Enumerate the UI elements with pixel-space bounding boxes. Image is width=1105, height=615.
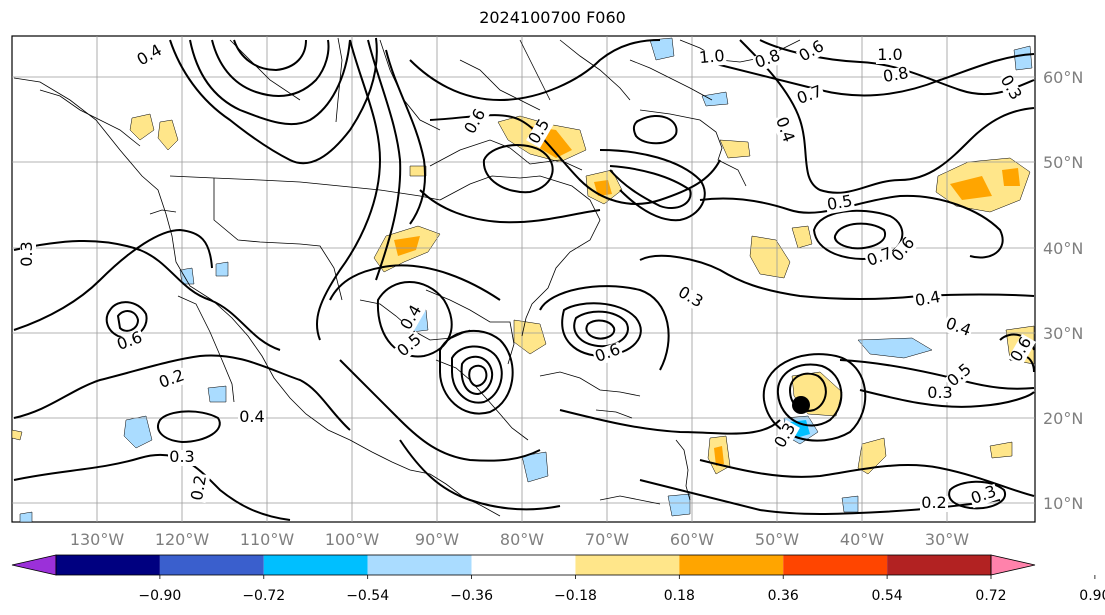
colorbar-swatch xyxy=(471,555,576,575)
coastlines xyxy=(13,37,801,517)
cyclone-center-marker xyxy=(792,396,810,414)
contour-label: 0.3 xyxy=(169,447,194,466)
contour-label: 0.4 xyxy=(239,407,264,426)
latitude-labels: 60°N 50°N 40°N 30°N 20°N 10°N xyxy=(1043,68,1083,513)
lon-label: 70°W xyxy=(585,530,629,549)
colorbar-tick-label: 0.18 xyxy=(664,588,695,604)
lat-label: 50°N xyxy=(1043,153,1083,172)
lon-label: 110°W xyxy=(240,530,295,549)
colorbar-swatch xyxy=(679,555,784,575)
contour-label: 0.2 xyxy=(921,493,946,512)
lat-label: 10°N xyxy=(1043,494,1083,513)
colorbar-tick-label: −0.18 xyxy=(554,588,597,604)
colorbar xyxy=(11,554,1036,576)
contour-label: 0.8 xyxy=(882,63,910,86)
map-title: 2024100700 F060 xyxy=(479,8,626,27)
lon-label: 80°W xyxy=(500,530,544,549)
colorbar-swatch xyxy=(887,555,991,575)
colorbar-swatch xyxy=(56,555,160,575)
contour-label: 0.2 xyxy=(187,474,210,502)
lon-label: 130°W xyxy=(70,530,125,549)
lat-label: 40°N xyxy=(1043,239,1083,258)
colorbar-tick-label: 0.54 xyxy=(872,588,903,604)
lat-label: 30°N xyxy=(1043,324,1083,343)
colorbar-swatch xyxy=(159,555,264,575)
colorbar-swatch xyxy=(783,555,888,575)
lon-label: 120°W xyxy=(155,530,210,549)
lon-label: 30°W xyxy=(925,530,969,549)
lon-label: 50°W xyxy=(755,530,799,549)
lon-label: 100°W xyxy=(325,530,380,549)
lon-label: 90°W xyxy=(415,530,459,549)
colorbar-tick-label: −0.72 xyxy=(242,588,285,604)
lon-label: 60°W xyxy=(670,530,714,549)
lat-label: 60°N xyxy=(1043,68,1083,87)
colorbar-tick-label: 0.36 xyxy=(768,588,799,604)
colorbar-max-extension xyxy=(990,554,1036,576)
contour-label: 0.3 xyxy=(927,383,952,402)
shaded-anomalies xyxy=(11,37,1035,523)
colorbar-swatch xyxy=(263,555,368,575)
colorbar-tick-label: −0.36 xyxy=(450,588,493,604)
longitude-labels: 130°W 120°W 110°W 100°W 90°W 80°W 70°W 60°W 50°W… xyxy=(70,530,969,549)
colorbar-tick-label: 0.72 xyxy=(975,588,1006,604)
colorbar-outline xyxy=(55,554,992,576)
colorbar-tick-labels: −0.90 −0.72 −0.54 −0.36 −0.18 0.18 0.36 0.54 0.7… xyxy=(138,575,1105,604)
colorbar-tick-label: 0.90 xyxy=(1079,588,1105,604)
contour-label: 1.0 xyxy=(698,46,725,67)
contour-label: 0.4 xyxy=(914,287,942,310)
contour-label: 1.0 xyxy=(877,45,902,64)
colorbar-min-extension xyxy=(11,554,57,576)
contour-label: 0.5 xyxy=(826,191,854,214)
colorbar-swatch xyxy=(367,555,472,575)
lon-label: 40°W xyxy=(840,530,884,549)
colorbar-swatch xyxy=(575,555,680,575)
contour-label: 0.3 xyxy=(17,241,36,266)
lat-label: 20°N xyxy=(1043,409,1083,428)
colorbar-tick-label: −0.54 xyxy=(346,588,389,604)
colorbar-tick-label: −0.90 xyxy=(138,588,181,604)
